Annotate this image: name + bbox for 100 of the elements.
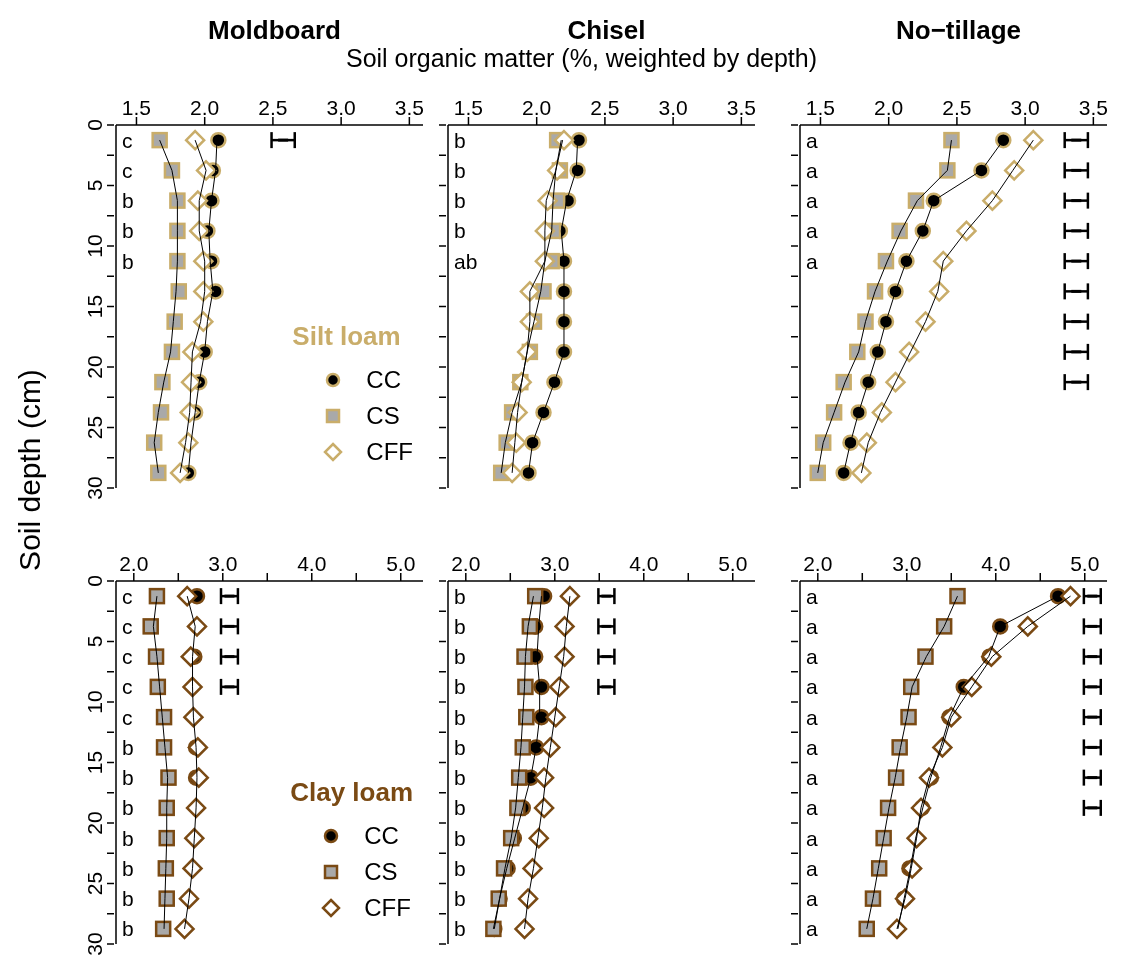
- y-tick-label: 10: [83, 234, 106, 258]
- x-tick-label: 2.0: [119, 552, 149, 575]
- annotation: a: [806, 675, 818, 699]
- annotation: a: [806, 219, 818, 243]
- chart-title: No−tillage: [896, 15, 1021, 45]
- annotation: c: [122, 128, 133, 152]
- legend-title: Silt loam: [292, 321, 402, 352]
- y-tick-label: 0: [83, 119, 106, 131]
- annotation: b: [122, 249, 134, 273]
- annotation: a: [806, 856, 818, 880]
- x-tick-label: 3.5: [394, 96, 424, 119]
- y-tick-label: 10: [83, 690, 106, 714]
- x-tick-label: 2.0: [522, 96, 552, 119]
- annotation: c: [122, 614, 133, 638]
- annotation: c: [122, 645, 133, 669]
- y-tick-label: 25: [83, 871, 106, 896]
- annotation: b: [122, 856, 134, 880]
- x-tick-label: 2.5: [942, 96, 972, 119]
- annotation: c: [122, 705, 133, 729]
- legend-label: CS: [364, 858, 398, 886]
- x-tick-label: 1.5: [453, 96, 484, 119]
- annotation: b: [122, 735, 134, 759]
- annotation: b: [122, 189, 134, 213]
- annotation: b: [454, 705, 466, 729]
- annotation: a: [806, 645, 818, 669]
- legend-title: Clay loam: [290, 777, 413, 808]
- y-tick-label: 20: [83, 811, 106, 835]
- x-tick-label: 3.0: [208, 552, 238, 575]
- x-tick-label: 2.5: [258, 96, 288, 119]
- annotation: a: [806, 614, 818, 638]
- y-tick-label: 30: [83, 476, 106, 500]
- x-axis-title: Soil organic matter (%, weighted by depth): [344, 44, 819, 73]
- annotation: b: [454, 219, 466, 243]
- y-tick-label: 15: [83, 294, 106, 319]
- x-tick-label: 3.0: [892, 552, 922, 575]
- annotation: a: [806, 189, 818, 213]
- x-tick-label: 3.5: [1078, 96, 1108, 119]
- annotation: a: [806, 705, 818, 729]
- annotation: a: [806, 735, 818, 759]
- x-tick-label: 5.0: [1070, 552, 1100, 575]
- annotation: b: [454, 614, 466, 638]
- annotation: b: [454, 766, 466, 790]
- x-tick-label: 2.5: [590, 96, 620, 119]
- annotation: b: [122, 917, 134, 941]
- y-tick-label: 0: [83, 575, 106, 587]
- y-tick-label: 20: [83, 355, 106, 379]
- annotation: b: [454, 856, 466, 880]
- x-tick-label: 3.0: [540, 552, 570, 575]
- annotation: b: [122, 766, 134, 790]
- x-tick-label: 1.5: [121, 96, 152, 119]
- x-tick-label: 2.0: [874, 96, 904, 119]
- annotation: c: [122, 675, 133, 699]
- annotation: b: [454, 584, 466, 608]
- annotation: a: [806, 887, 818, 911]
- y-tick-label: 5: [83, 635, 106, 648]
- annotation: ab: [454, 249, 478, 273]
- legend-label: CS: [366, 402, 400, 430]
- y-axis-title: Soil depth (cm): [13, 368, 47, 573]
- y-tick-label: 25: [83, 415, 106, 440]
- x-tick-label: 3.0: [1010, 96, 1040, 119]
- chart-title: Chisel: [566, 15, 647, 46]
- annotation: c: [122, 158, 133, 182]
- annotation: a: [806, 584, 818, 608]
- legend-label: CFF: [364, 894, 411, 922]
- x-tick-label: 5.0: [386, 552, 416, 575]
- x-tick-label: 2.0: [451, 552, 481, 575]
- x-tick-label: 4.0: [297, 552, 327, 575]
- annotation: b: [454, 645, 466, 669]
- x-tick-label: 5.0: [718, 552, 748, 575]
- annotation: a: [806, 249, 818, 273]
- annotation: a: [806, 158, 818, 182]
- annotation: a: [806, 128, 818, 152]
- annotation: b: [454, 735, 466, 759]
- y-tick-label: 5: [83, 179, 106, 192]
- y-tick-label: 15: [83, 750, 106, 775]
- annotation: b: [454, 917, 466, 941]
- annotation: b: [454, 675, 466, 699]
- x-tick-label: 3.0: [658, 96, 688, 119]
- legend-label: CC: [366, 366, 402, 394]
- annotation: a: [806, 796, 818, 820]
- x-tick-label: 2.0: [803, 552, 833, 575]
- x-tick-label: 3.5: [726, 96, 756, 119]
- annotation: b: [454, 826, 466, 850]
- x-tick-label: 2.0: [190, 96, 220, 119]
- x-tick-label: 3.0: [326, 96, 356, 119]
- x-tick-label: 4.0: [981, 552, 1011, 575]
- annotation: b: [454, 796, 466, 820]
- annotation: b: [454, 887, 466, 911]
- annotation: b: [122, 826, 134, 850]
- annotation: a: [806, 917, 818, 941]
- legend-label: CC: [364, 822, 399, 850]
- chart-title: Moldboard: [208, 15, 341, 45]
- annotation: c: [122, 584, 133, 608]
- x-tick-label: 4.0: [629, 552, 659, 575]
- annotation: a: [806, 766, 818, 790]
- y-tick-label: 30: [83, 932, 106, 956]
- annotation: b: [122, 796, 134, 820]
- legend-label: CFF: [366, 438, 413, 466]
- annotation: b: [454, 158, 466, 182]
- annotation: b: [122, 219, 134, 243]
